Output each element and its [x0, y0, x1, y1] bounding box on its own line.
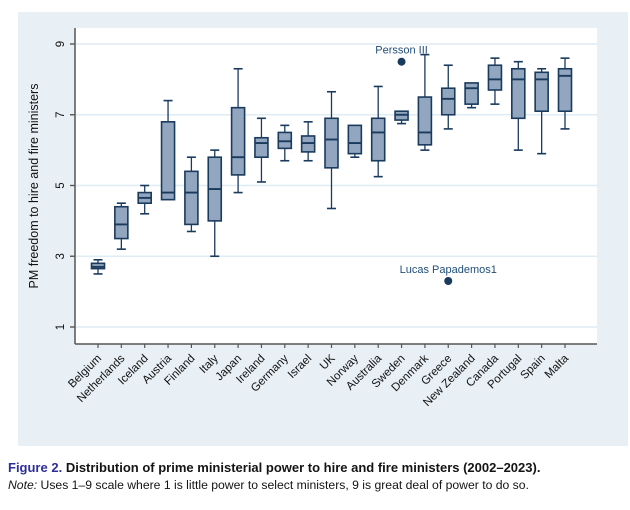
box-canada	[487, 57, 503, 105]
iqr-box	[534, 71, 549, 113]
iqr-box	[254, 136, 269, 158]
iqr-box	[347, 124, 363, 155]
box-japan	[230, 67, 246, 194]
iqr-box	[184, 170, 199, 226]
y-tick-label-1: 1	[55, 324, 67, 330]
box-denmark	[417, 53, 433, 151]
iqr-box	[160, 121, 176, 201]
figure-caption-label: Figure 2.	[8, 460, 63, 475]
figure-note: Note: Uses 1–9 scale where 1 is little p…	[8, 478, 622, 493]
iqr-box	[487, 64, 503, 91]
box-greece	[440, 64, 456, 286]
box-germany	[277, 124, 293, 162]
iqr-box	[324, 117, 339, 169]
outlier-dot-greece	[444, 277, 453, 286]
box-spain	[534, 67, 549, 155]
box-italy	[207, 149, 223, 258]
figure-caption: Figure 2. Distribution of prime minister…	[8, 460, 622, 476]
y-tick-label-3: 3	[55, 253, 67, 259]
box-belgium	[90, 258, 106, 275]
box-malta	[557, 57, 573, 130]
iqr-box	[230, 106, 246, 176]
box-austria	[160, 99, 176, 201]
box-netherlands	[114, 202, 129, 250]
figure-caption-block: Figure 2. Distribution of prime minister…	[0, 460, 630, 493]
iqr-box	[464, 82, 479, 105]
iqr-box	[440, 87, 456, 116]
iqr-box	[417, 96, 433, 146]
figure-caption-text: Distribution of prime ministerial power …	[65, 460, 541, 475]
iqr-box	[510, 67, 526, 120]
box-finland	[184, 156, 199, 233]
box-new-zealand	[464, 82, 479, 109]
iqr-box	[557, 67, 573, 113]
outlier-label-sweden: Persson III	[375, 45, 428, 57]
outlier-dot-sweden	[397, 57, 406, 66]
y-tick-label-9: 9	[55, 41, 67, 47]
box-uk	[324, 90, 339, 210]
figure-note-text: Uses 1–9 scale where 1 is little power t…	[40, 478, 529, 492]
boxplot-chart-svg: 1 3 5 7 9 PM freedom to hire and fire ministe…	[18, 12, 628, 446]
box-iceland	[137, 184, 152, 215]
box-israel	[300, 121, 316, 162]
box-portugal	[510, 60, 526, 151]
y-tick-label-5: 5	[55, 182, 67, 188]
iqr-box	[114, 205, 129, 240]
figure-note-label: Note:	[8, 478, 38, 492]
box-australia	[370, 85, 386, 178]
box-sweden	[394, 57, 409, 125]
y-tick-label-7: 7	[55, 112, 67, 118]
iqr-box	[370, 117, 386, 162]
outlier-label-greece: Lucas Papademos1	[400, 264, 497, 276]
box-ireland	[254, 117, 269, 183]
box-norway	[347, 124, 363, 158]
y-axis-title: PM freedom to hire and fire ministers	[27, 84, 41, 289]
